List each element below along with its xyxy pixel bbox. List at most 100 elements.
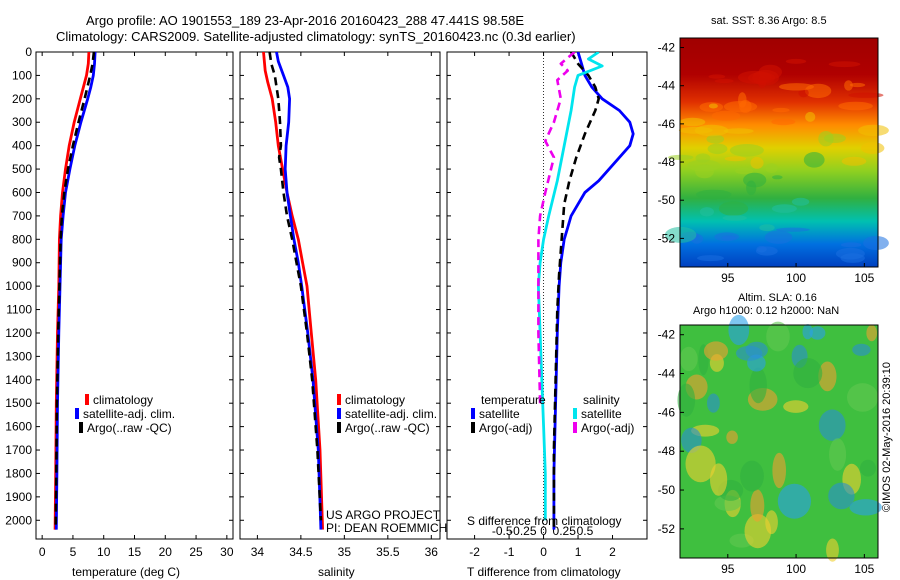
map-x-tick-label: 105 [854, 562, 874, 576]
legend-label: Argo(..raw -QC) [345, 421, 430, 435]
sst-texture [771, 118, 796, 126]
legend-label: satellite [581, 407, 622, 421]
map-y-tick-label: -52 [658, 522, 676, 536]
y-tick-label: 200 [12, 92, 32, 106]
salinity-series-satellite-adj-clim- [275, 52, 323, 530]
salinity-frame [239, 51, 441, 540]
sst-texture [711, 110, 741, 121]
sst-texture [772, 175, 783, 180]
map-y-tick-label: -48 [658, 155, 676, 169]
sla-texture [809, 326, 826, 340]
sst-texture [735, 167, 754, 175]
sst-texture [860, 142, 885, 155]
map-x-tick-label: 95 [721, 562, 735, 576]
temperature-axes: 0 5 10 15 20 25 300100200300400500600700800900… [5, 45, 234, 559]
legend-label: Argo(-adj) [479, 421, 533, 435]
legend-magenta-mark [573, 422, 577, 433]
sst-texture [752, 69, 779, 86]
sst-texture [841, 156, 867, 166]
map-x-tick-label: 100 [786, 271, 806, 285]
sst-texture [791, 197, 810, 206]
map-x-tick-label: 105 [854, 271, 874, 285]
sst-texture [840, 253, 865, 263]
sla-texture [707, 393, 720, 413]
temp-legend-satellite: satellite-adj. clim. [75, 407, 175, 421]
y-tick-label: 1300 [5, 349, 32, 363]
x-tick-label: 0 [39, 545, 46, 559]
sst-texture [803, 152, 825, 168]
x2-tick-label: -0.25 [509, 524, 537, 538]
x-tick-label: 10 [97, 545, 111, 559]
sla-map [677, 314, 882, 562]
sla-texture [852, 343, 871, 356]
sla-texture [783, 400, 809, 413]
sla-texture [866, 324, 877, 342]
y-tick-label: 1400 [5, 373, 32, 387]
map-y-tick-label: -44 [658, 367, 676, 381]
x-tick-label: 2 [609, 545, 616, 559]
sst-texture [838, 101, 873, 111]
sst-texture [721, 235, 737, 240]
map-y-tick-label: -44 [658, 79, 676, 93]
legend-label: climatology [93, 393, 154, 407]
sst-texture [750, 157, 764, 169]
legend-blue-mark [75, 408, 79, 419]
y-tick-label: 500 [12, 162, 32, 176]
sla-texture [828, 482, 855, 510]
title-line-1: Argo profile: AO 1901553_189 23-Apr-2016… [86, 13, 525, 28]
legend-label: satellite [479, 407, 520, 421]
map-y-tick-label: -46 [658, 117, 676, 131]
sst-texture [858, 124, 889, 137]
sst-texture [668, 154, 694, 160]
sla-map-field [680, 325, 878, 558]
x-tick-label: 34.5 [289, 545, 313, 559]
diff-legend-sal-satellite: satellite [573, 407, 622, 421]
sla-texture [728, 314, 750, 346]
sst-texture [743, 172, 767, 188]
y-tick-label: 400 [12, 139, 32, 153]
x-tick-label: 20 [159, 545, 173, 559]
legend-label: Argo(..raw -QC) [87, 421, 172, 435]
salinity-xlabel: salinity [318, 565, 355, 579]
y-tick-label: 1700 [5, 443, 32, 457]
sla-texture [829, 438, 847, 471]
sst-texture [779, 83, 814, 91]
difference-axes: -2 -1 0 1 2 -0.5-0.25 0 0.25 0.5 [446, 51, 648, 559]
x-tick-label: 30 [220, 545, 234, 559]
sal-legend-climatology: climatology [337, 393, 405, 407]
x-tick-label: 36 [425, 545, 439, 559]
sst-texture [823, 133, 846, 143]
sst-texture [772, 107, 790, 113]
map-y-tick-label: -46 [658, 405, 676, 419]
sst-texture [706, 134, 725, 144]
y-tick-label: 700 [12, 209, 32, 223]
y-tick-label: 1200 [5, 326, 32, 340]
map-x-tick-label: 100 [786, 562, 806, 576]
sst-texture [722, 215, 747, 221]
sst-texture [776, 227, 810, 232]
sst-texture [765, 163, 778, 174]
x-tick-label: 25 [189, 545, 203, 559]
sst-texture [764, 230, 793, 244]
legend-label: satellite-adj. clim. [83, 407, 176, 421]
sst-texture [785, 58, 807, 64]
sst-texture [723, 101, 758, 113]
sst-texture [805, 111, 816, 122]
map-x-tick-label: 95 [721, 271, 735, 285]
y-tick-label: 100 [12, 68, 32, 82]
temp-legend-argo: Argo(..raw -QC) [79, 421, 172, 435]
diff-legend-sal-argo: Argo(-adj) [573, 421, 634, 435]
sst-texture [771, 204, 797, 213]
difference-xlabel: T difference from climatology [467, 565, 621, 579]
legend-red-mark [337, 394, 341, 405]
diff-legend-temp-satellite: satellite [471, 407, 520, 421]
temperature-frame [35, 51, 234, 540]
y-tick-label: 1800 [5, 466, 32, 480]
legend-cyan-mark [573, 408, 577, 419]
map-y-tick-label: -42 [658, 41, 676, 55]
temperature-series-satellite-adj-clim- [54, 52, 97, 530]
sst-map [664, 38, 889, 267]
sst-texture [840, 242, 862, 248]
legend-black-mark [471, 422, 475, 433]
